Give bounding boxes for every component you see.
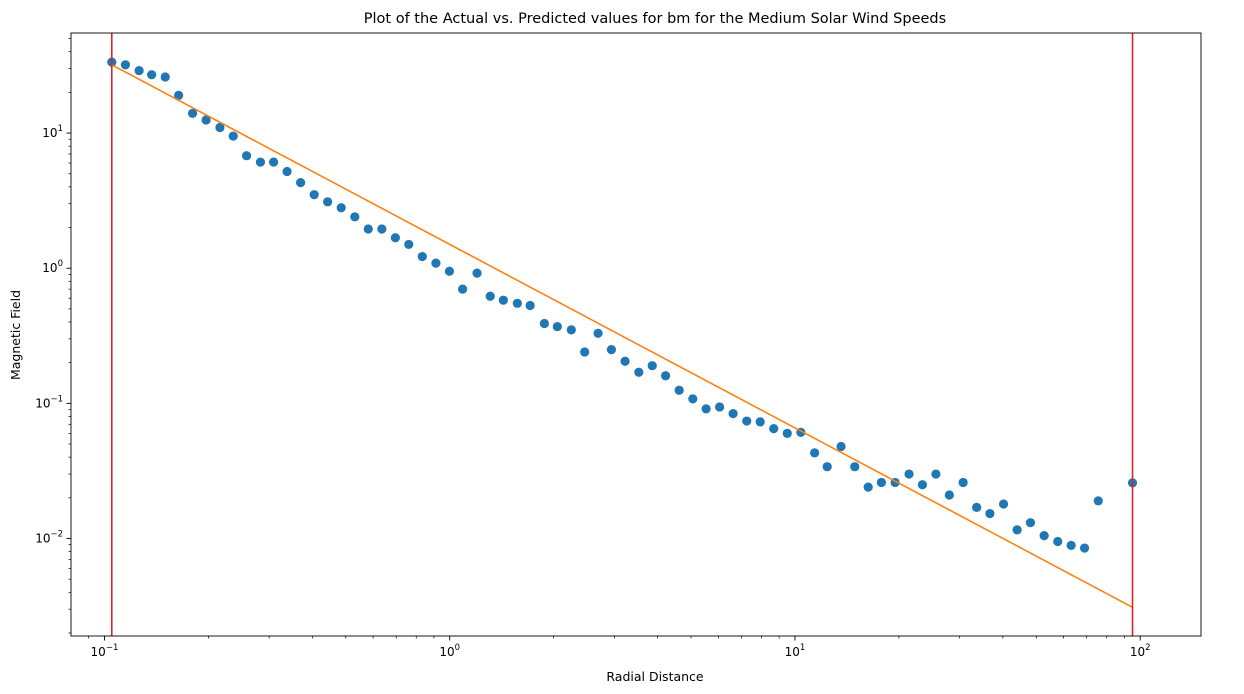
data-point: [904, 469, 914, 479]
data-point: [309, 190, 319, 200]
data-point: [661, 371, 671, 381]
data-point: [417, 251, 427, 262]
y-axis: 10−2 10−1 100 101: [35, 38, 71, 634]
axes-frame: [70, 32, 1202, 637]
data-point: [769, 424, 779, 434]
data-point: [580, 347, 590, 357]
data-point: [350, 212, 360, 222]
data-point: [390, 233, 400, 243]
data-point: [674, 385, 684, 395]
data-point: [742, 416, 752, 426]
data-point: [241, 151, 252, 161]
data-point: [269, 157, 279, 167]
x-tick-label: 101: [785, 643, 806, 659]
data-point: [998, 499, 1009, 509]
y-axis-label: Magnetic Field: [8, 290, 23, 380]
data-point: [255, 157, 266, 167]
data-point: [120, 60, 131, 70]
data-point: [755, 417, 765, 427]
data-point: [985, 508, 995, 519]
data-point: [944, 490, 954, 500]
data-point: [472, 268, 482, 278]
data-point: [810, 448, 820, 458]
data-point: [782, 428, 792, 438]
y-tick-label: 101: [42, 124, 63, 140]
data-point: [1079, 543, 1090, 553]
data-point: [688, 394, 698, 404]
data-point: [566, 325, 576, 335]
data-point: [552, 321, 562, 332]
data-point: [282, 166, 292, 177]
data-point: [1012, 525, 1022, 535]
data-point: [174, 90, 184, 100]
plot-area: [70, 32, 1202, 637]
x-tick-label: 102: [1130, 643, 1151, 659]
data-point: [228, 131, 238, 141]
x-axis-label: Radial Distance: [606, 669, 704, 684]
data-point: [876, 477, 887, 488]
data-point: [606, 344, 617, 355]
data-point: [958, 477, 968, 488]
x-tick-label: 10−1: [91, 643, 119, 659]
data-point: [863, 482, 873, 492]
data-point: [593, 328, 603, 338]
data-point: [147, 70, 157, 80]
data-point: [296, 178, 306, 188]
data-point: [634, 367, 644, 377]
x-tick-label: 100: [439, 643, 460, 659]
chart-title: Plot of the Actual vs. Predicted values …: [364, 11, 946, 27]
data-point: [323, 197, 333, 207]
data-point: [647, 361, 657, 371]
data-point: [525, 300, 535, 311]
data-point: [715, 402, 725, 412]
data-point: [512, 298, 522, 308]
data-point: [187, 108, 198, 118]
data-point: [1039, 531, 1049, 541]
data-point: [1025, 518, 1036, 528]
data-point: [201, 115, 211, 125]
data-point: [363, 224, 373, 234]
x-axis: 10−1 100 101 102: [88, 636, 1151, 659]
data-point: [539, 318, 549, 329]
data-point: [215, 122, 225, 133]
y-tick-label: 10−1: [35, 394, 63, 410]
data-point: [1066, 540, 1076, 550]
data-point: [498, 295, 508, 305]
data-point: [728, 409, 738, 419]
y-tick-label: 100: [42, 259, 63, 275]
data-point: [620, 356, 630, 366]
data-point: [850, 462, 860, 472]
data-point: [377, 224, 387, 234]
predicted-line: [111, 64, 1133, 608]
data-point: [134, 65, 144, 76]
data-point: [336, 203, 346, 213]
data-point: [972, 502, 982, 512]
y-tick-label: 10−2: [35, 530, 63, 546]
data-point: [1053, 536, 1063, 547]
data-point: [917, 480, 928, 490]
plot-content: [107, 33, 1138, 636]
data-point: [404, 239, 414, 250]
data-point: [1093, 496, 1103, 506]
data-point: [431, 258, 441, 268]
data-point: [160, 72, 170, 82]
data-point: [822, 462, 832, 472]
data-point: [485, 291, 495, 301]
data-point: [836, 441, 846, 452]
data-point: [458, 284, 468, 294]
data-point: [444, 266, 455, 276]
data-point: [701, 404, 711, 414]
data-point: [931, 469, 941, 479]
